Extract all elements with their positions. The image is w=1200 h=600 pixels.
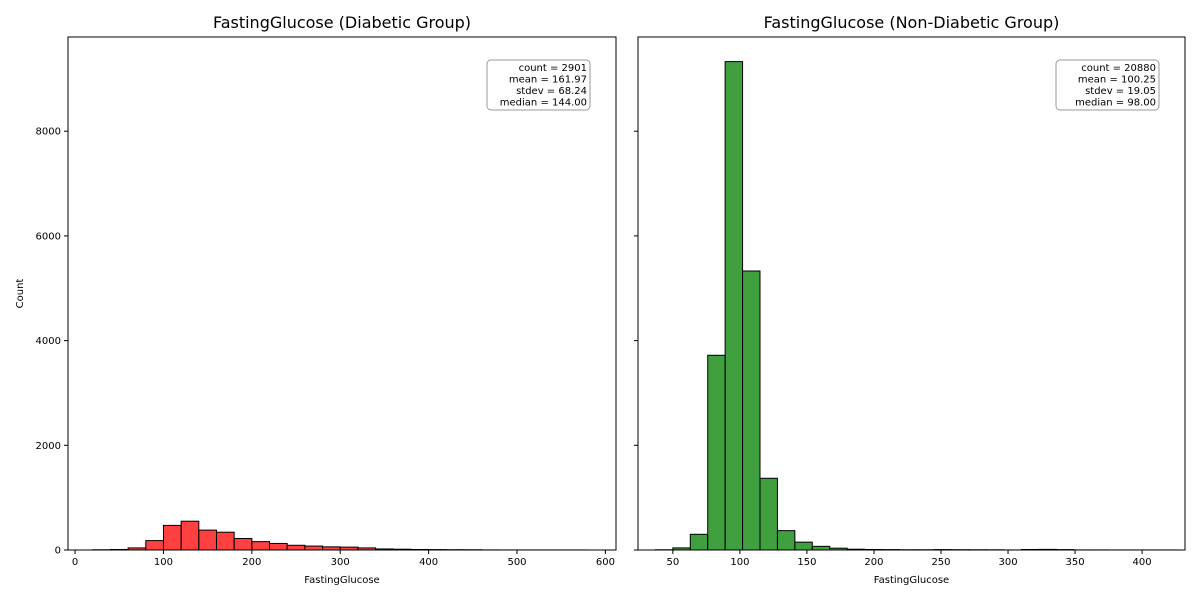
plot-area [68, 37, 616, 550]
x-axis-label: FastingGlucose [304, 575, 379, 586]
stats-box-frame [1055, 59, 1160, 111]
stats-box: count = 20880 mean = 100.25 stdev = 19.0… [1055, 59, 1160, 111]
x-tick-label: 600 [596, 557, 615, 568]
histogram-bar [742, 270, 761, 551]
x-axis-label: FastingGlucose [874, 575, 949, 586]
y-tick-label: 8000 [36, 127, 61, 138]
histogram-bar [707, 354, 726, 551]
histogram-bar [251, 541, 271, 551]
stats-mean: mean = 100.25 [1078, 75, 1156, 86]
chart-title: FastingGlucose (Non-Diabetic Group) [764, 13, 1060, 32]
histogram-bar [198, 529, 217, 551]
y-tick-label: 6000 [36, 231, 61, 242]
histogram-bar [145, 540, 164, 551]
histogram-bar [215, 531, 235, 551]
y-tick-label: 0 [55, 546, 61, 557]
x-tick-label: 100 [730, 557, 749, 568]
x-tick-label: 400 [1133, 557, 1152, 568]
axes-frame [67, 36, 617, 551]
stats-mean: mean = 161.97 [509, 75, 587, 86]
histogram-bar [286, 544, 306, 551]
x-tick-label: 350 [1066, 557, 1085, 568]
histogram-bar [759, 477, 778, 551]
x-tick-label: 200 [242, 557, 261, 568]
histogram-bar [724, 61, 744, 551]
x-tick-label: 250 [931, 557, 950, 568]
histogram-bar [794, 541, 813, 551]
x-tick-label: 150 [797, 557, 816, 568]
stats-stdev: stdev = 68.24 [516, 86, 587, 97]
x-tick-label: 100 [154, 557, 173, 568]
y-tick-label: 4000 [36, 336, 61, 347]
histogram-bar [304, 545, 324, 551]
histogram-bar [269, 542, 288, 551]
histogram-bar [180, 520, 200, 551]
x-tick-label: 400 [419, 557, 438, 568]
stats-median: median = 98.00 [1075, 98, 1156, 109]
x-tick-label: 300 [331, 557, 350, 568]
stats-count: count = 2901 [519, 63, 587, 74]
x-tick-label: 50 [666, 557, 679, 568]
axes-frame [637, 36, 1186, 551]
histogram-bar [233, 537, 253, 551]
y-tick-label: 2000 [36, 441, 61, 452]
histogram-bar [776, 530, 796, 551]
histogram-bar [162, 524, 182, 551]
histogram-bar [689, 533, 709, 551]
x-tick-label: 0 [72, 557, 78, 568]
stats-count: count = 20880 [1081, 63, 1156, 74]
chart-title: FastingGlucose (Diabetic Group) [213, 13, 471, 32]
histogram-bar [811, 545, 831, 551]
stats-box: count = 2901 mean = 161.97 stdev = 68.24… [486, 59, 591, 111]
non-diabetic-histogram-panel: FastingGlucose (Non-Diabetic Group) Fast… [634, 13, 1186, 586]
stats-box-frame [486, 59, 591, 111]
x-tick-label: 300 [998, 557, 1017, 568]
stats-stdev: stdev = 19.05 [1085, 86, 1156, 97]
y-axis-label: Count [15, 279, 26, 309]
stats-median: median = 144.00 [500, 98, 587, 109]
x-tick-label: 200 [864, 557, 883, 568]
diabetic-histogram-panel: FastingGlucose (Diabetic Group) FastingG… [15, 13, 617, 586]
x-tick-label: 500 [507, 557, 526, 568]
